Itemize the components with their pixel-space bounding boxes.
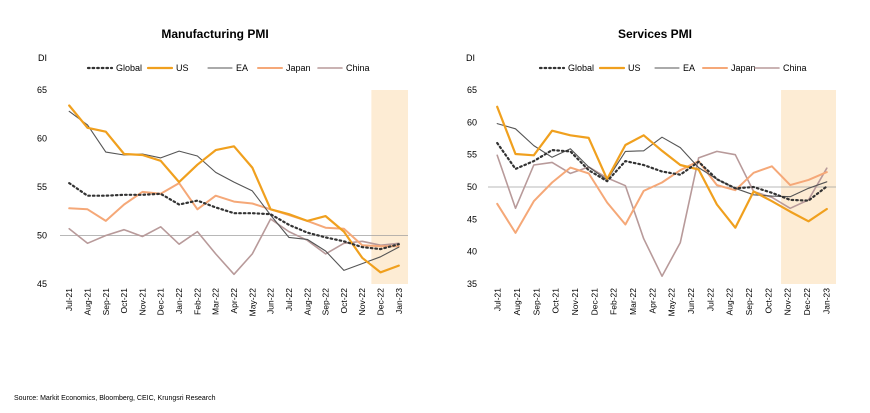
mfg-xtick-label: Dec-21 — [156, 288, 166, 316]
svc-series-china-line — [496, 150, 828, 278]
svc-xtick-label: Dec-21 — [589, 288, 599, 316]
mfg-xtick-label: Aug-21 — [82, 288, 92, 316]
svc-xtick-label: Jul-22 — [705, 288, 715, 311]
mfg-xtick-label: Oct-21 — [119, 288, 129, 314]
svc-xtick-label: Oct-22 — [763, 288, 773, 314]
svc-ytick-label: 35 — [467, 279, 477, 289]
right-chart-title: Services PMI — [617, 27, 693, 41]
svc-xtick-label: Nov-21 — [570, 288, 580, 316]
svc-series-global-line — [496, 141, 828, 202]
mfg-xtick-label: Aug-22 — [302, 288, 312, 316]
svc-xtick-label: Mar-22 — [628, 288, 638, 315]
svc-xtick-label: Jul-21 — [493, 288, 503, 311]
mfg-ytick-label: 55 — [37, 182, 47, 192]
mfg-legend-label-us: US — [176, 63, 189, 73]
svc-xtick-label: Jun-22 — [686, 288, 696, 314]
mfg-series-ea-line — [68, 110, 400, 271]
mfg-ytick-label: 65 — [37, 85, 47, 95]
mfg-xtick-label: Jun-22 — [266, 288, 276, 314]
mfg-ytick-label: 60 — [37, 134, 47, 144]
mfg-legend-label-japan: Japan — [286, 63, 311, 73]
svc-xtick-label: Aug-21 — [512, 288, 522, 316]
svc-xtick-label: Jan-23 — [821, 288, 831, 314]
mfg-xtick-label: Nov-21 — [137, 288, 147, 316]
mfg-xtick-label: Sep-22 — [321, 288, 331, 316]
svc-legend-label-us: US — [628, 63, 641, 73]
source-note: Source: Markit Economics, Bloomberg, CEI… — [14, 395, 216, 402]
right-unit-label: DI — [466, 53, 475, 63]
svc-series-us-line — [496, 105, 828, 229]
mfg-xtick-label: Jul-21 — [64, 288, 74, 311]
mfg-series-japan-line — [68, 182, 400, 248]
svc-xtick-label: Nov-22 — [783, 288, 793, 316]
svc-xtick-label: Feb-22 — [609, 288, 619, 315]
mfg-xtick-label: Feb-22 — [192, 288, 202, 315]
mfg-xtick-label: Dec-22 — [376, 288, 386, 316]
svc-legend-label-global: Global — [568, 63, 594, 73]
svc-xtick-label: May-22 — [667, 288, 677, 317]
mfg-legend-label-global: Global — [116, 63, 142, 73]
mfg-xtick-label: Jan-22 — [174, 288, 184, 314]
mfg-legend-label-china: China — [346, 63, 370, 73]
svc-xtick-label: Sep-21 — [531, 288, 541, 316]
mfg-series-global-line — [68, 182, 400, 251]
mfg-series-us-line — [68, 104, 400, 274]
mfg-xtick-label: Nov-22 — [357, 288, 367, 316]
svc-ytick-label: 65 — [467, 85, 477, 95]
svc-xtick-label: Oct-21 — [551, 288, 561, 314]
svc-xtick-label: Apr-22 — [647, 288, 657, 314]
svc-ytick-label: 50 — [467, 182, 477, 192]
mfg-xtick-label: Jan-23 — [394, 288, 404, 314]
mfg-series-china-line — [68, 218, 400, 276]
left-chart-title: Manufacturing PMI — [161, 27, 269, 41]
mfg-ytick-label: 45 — [37, 279, 47, 289]
svc-ytick-label: 55 — [467, 150, 477, 160]
mfg-xtick-label: Apr-22 — [229, 288, 239, 314]
mfg-legend-label-ea: EA — [236, 63, 248, 73]
mfg-xtick-label: Oct-22 — [339, 288, 349, 314]
mfg-xtick-label: May-22 — [247, 288, 257, 317]
svc-ytick-label: 60 — [467, 117, 477, 127]
svc-legend-label-china: China — [783, 63, 807, 73]
svc-ytick-label: 40 — [467, 247, 477, 257]
svc-series-japan-line — [496, 160, 828, 234]
mfg-shaded-region — [371, 90, 408, 284]
svc-xtick-label: Sep-22 — [744, 288, 754, 316]
mfg-xtick-label: Sep-21 — [101, 288, 111, 316]
svc-ytick-label: 45 — [467, 214, 477, 224]
mfg-ytick-label: 50 — [37, 231, 47, 241]
svc-legend-label-ea: EA — [683, 63, 695, 73]
svc-series-ea-line — [496, 123, 828, 198]
mfg-xtick-label: Mar-22 — [211, 288, 221, 315]
svc-xtick-label: Dec-22 — [802, 288, 812, 316]
svc-xtick-label: Aug-22 — [725, 288, 735, 316]
svc-legend-label-japan: Japan — [731, 63, 756, 73]
mfg-xtick-label: Jul-22 — [284, 288, 294, 311]
left-unit-label: DI — [38, 53, 47, 63]
